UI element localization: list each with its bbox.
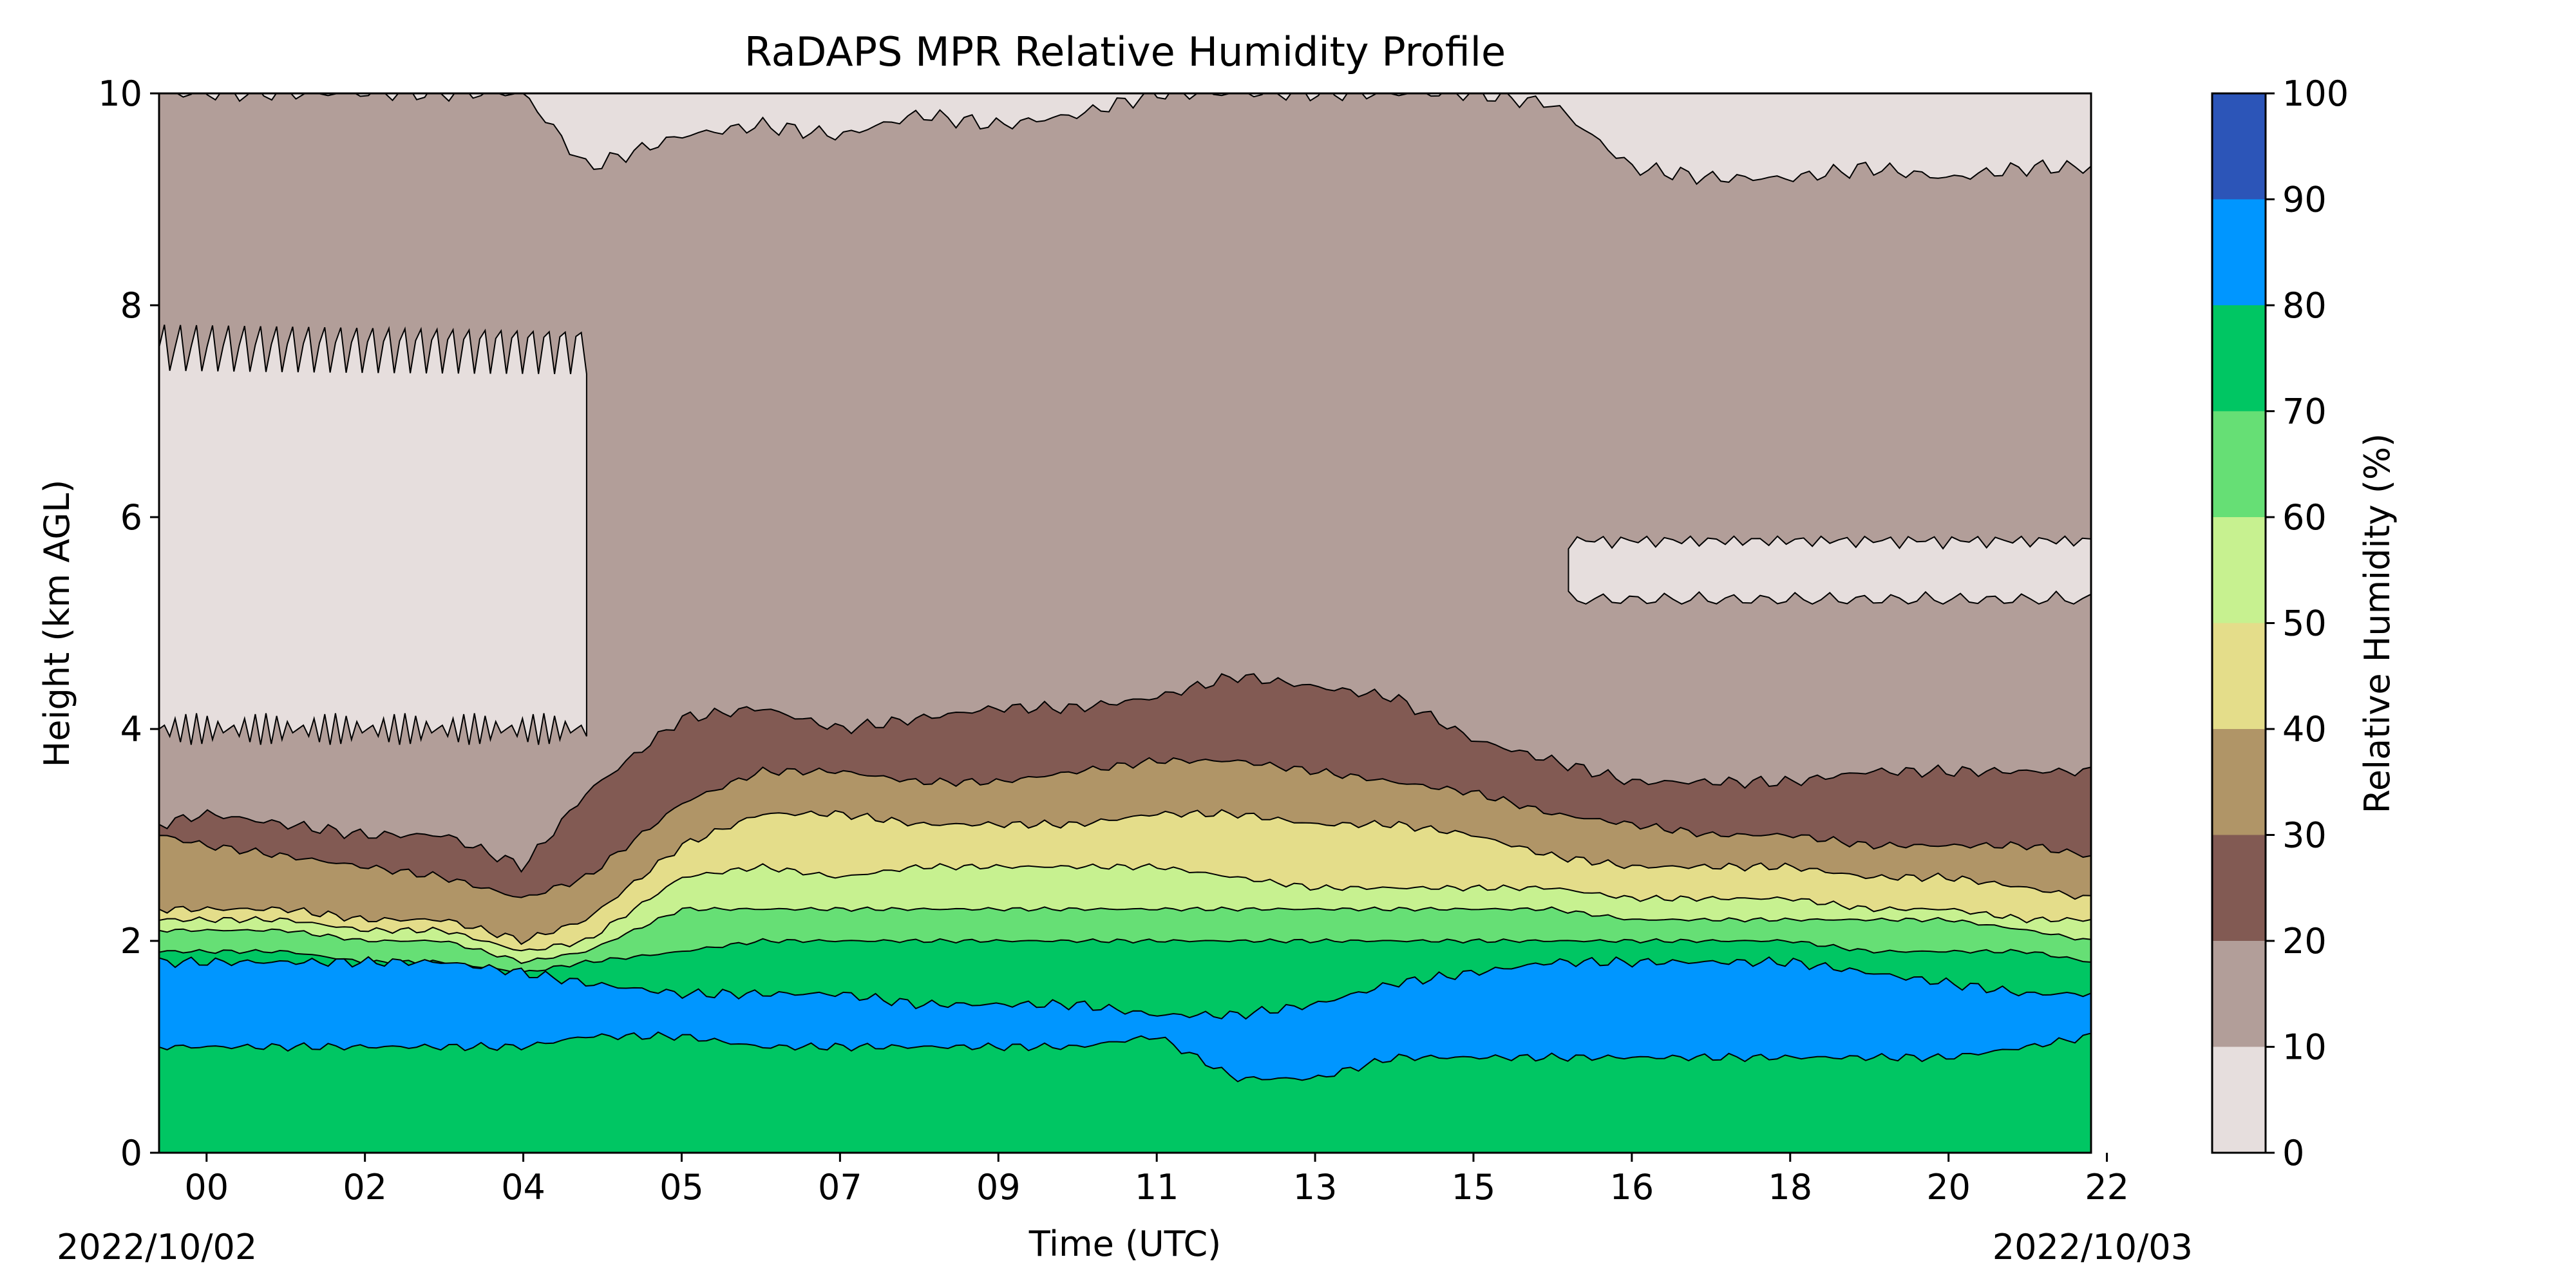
x-tick-label: 16 (1610, 1167, 1654, 1208)
colorbar-tick-label: 40 (2282, 709, 2327, 750)
x-tick-label: 07 (818, 1167, 862, 1208)
end-date-label: 2022/10/03 (1993, 1227, 2193, 1267)
rh-dry-region-right (1567, 535, 2091, 605)
x-axis: 00 02 04 05 07 09 11 13 15 16 18 20 22 (184, 1153, 2129, 1208)
x-tick-label: 15 (1452, 1167, 1496, 1208)
x-tick-label: 13 (1293, 1167, 1338, 1208)
colorbar-segment (2212, 835, 2266, 941)
x-tick-label: 20 (1926, 1167, 1971, 1208)
x-tick-label: 11 (1135, 1167, 1179, 1208)
x-tick-label: 00 (184, 1167, 229, 1208)
colorbar-tick-label: 20 (2282, 921, 2327, 961)
y-tick-label: 10 (98, 73, 142, 114)
colorbar-segment (2212, 411, 2266, 517)
colorbar-segment (2212, 517, 2266, 623)
colorbar-tick-label: 10 (2282, 1027, 2327, 1068)
colorbar-tick-label: 0 (2282, 1133, 2304, 1173)
colorbar-segment (2212, 305, 2266, 412)
y-axis: 0 2 4 6 8 10 (98, 73, 159, 1173)
colorbar-tick-label: 60 (2282, 497, 2327, 538)
rh-band-80-90 (159, 956, 2091, 1083)
colorbar-label: Relative Humidity (%) (2357, 433, 2398, 813)
colorbar-segment (2212, 1046, 2266, 1153)
chart-title: RaDAPS MPR Relative Humidity Profile (744, 28, 1506, 75)
colorbar-segment (2212, 623, 2266, 729)
y-tick-label: 0 (120, 1133, 142, 1173)
plot-frame (158, 92, 2092, 1154)
y-tick-label: 4 (120, 709, 142, 750)
y-axis-label: Height (km AGL) (37, 480, 77, 768)
colorbar-segment (2212, 729, 2266, 835)
colorbar-tick-label: 50 (2282, 603, 2327, 644)
colorbar-segment (2212, 199, 2266, 305)
y-tick-label: 2 (120, 921, 142, 961)
x-tick-label: 22 (2085, 1167, 2129, 1208)
colorbar-tick-label: 70 (2282, 392, 2327, 432)
plot-area (159, 93, 2091, 1153)
rh-dry-region-upper-left (159, 325, 587, 745)
colorbar-tick-label: 100 (2282, 73, 2349, 114)
y-tick-label: 6 (120, 497, 142, 538)
start-date-label: 2022/10/02 (57, 1227, 257, 1267)
colorbar-tick-label: 80 (2282, 285, 2327, 326)
x-tick-label: 05 (659, 1167, 704, 1208)
y-tick-label: 8 (120, 285, 142, 326)
x-tick-label: 18 (1768, 1167, 1812, 1208)
x-axis-label: Time (UTC) (1028, 1224, 1222, 1264)
x-tick-label: 02 (343, 1167, 387, 1208)
colorbar-segment (2212, 941, 2266, 1047)
x-tick-label: 04 (501, 1167, 545, 1208)
colorbar-segment (2212, 93, 2266, 200)
colorbar-tick-label: 30 (2282, 815, 2327, 856)
colorbar-tick-label: 90 (2282, 180, 2327, 220)
x-tick-label: 09 (976, 1167, 1021, 1208)
colorbar: 0 10 20 30 40 50 60 70 80 90 100 (2211, 73, 2349, 1173)
